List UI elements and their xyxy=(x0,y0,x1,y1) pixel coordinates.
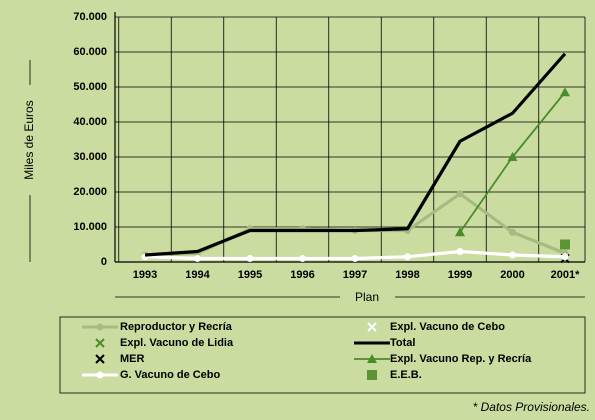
point xyxy=(560,87,570,97)
legend-label: Reproductor y Recría xyxy=(120,321,233,333)
legend-label: Expl. Vacuno de Cebo xyxy=(390,321,505,333)
point xyxy=(455,227,465,237)
x-tick-label: 1997 xyxy=(343,269,367,281)
x-tick-label: 1993 xyxy=(133,269,157,281)
y-tick-label: 30.000 xyxy=(73,151,107,163)
y-tick-label: 0 xyxy=(101,256,107,268)
legend-box xyxy=(59,316,586,394)
point xyxy=(299,255,306,262)
footnote: * Datos Provisionales. xyxy=(473,400,590,414)
legend-label: Expl. Vacuno Rep. y Recría xyxy=(390,353,532,365)
point xyxy=(351,255,359,262)
point xyxy=(96,323,104,331)
x-tick-label: 1998 xyxy=(395,269,419,281)
point xyxy=(507,152,518,161)
point xyxy=(509,251,516,259)
y-tick-label: 40.000 xyxy=(73,116,107,128)
y-tick-label: 20.000 xyxy=(73,186,107,198)
point xyxy=(367,322,377,332)
point xyxy=(456,248,464,255)
legend-label: Expl. Vacuno de Lidia xyxy=(120,337,234,349)
point xyxy=(95,338,105,348)
point xyxy=(456,190,464,198)
point xyxy=(509,228,516,236)
y-axis-label: Miles de Euros xyxy=(22,100,36,179)
point xyxy=(367,370,377,380)
y-tick-label: 50.000 xyxy=(73,81,107,93)
legend-label: G. Vacuno de Cebo xyxy=(120,369,221,381)
point xyxy=(96,371,104,379)
point xyxy=(367,354,377,363)
x-tick-label: 1999 xyxy=(448,269,472,281)
point xyxy=(561,253,569,261)
x-tick-label: 1996 xyxy=(290,269,314,281)
point xyxy=(560,239,570,250)
x-axis-label: Plan xyxy=(355,290,379,304)
y-tick-label: 70.000 xyxy=(73,11,107,23)
point xyxy=(194,255,201,262)
x-tick-label: 1994 xyxy=(185,269,210,281)
point xyxy=(95,354,105,364)
y-tick-label: 60.000 xyxy=(73,46,107,58)
legend-label: E.E.B. xyxy=(390,369,422,381)
point xyxy=(404,253,411,261)
legend-label: MER xyxy=(120,353,145,365)
point xyxy=(246,255,254,262)
x-tick-label: 1995 xyxy=(238,269,262,281)
x-tick-label: 2000 xyxy=(500,269,524,281)
series-line xyxy=(144,52,567,257)
x-tick-label: 2001* xyxy=(551,269,580,281)
y-tick-label: 10.000 xyxy=(73,221,107,233)
legend-label: Total xyxy=(390,337,415,349)
